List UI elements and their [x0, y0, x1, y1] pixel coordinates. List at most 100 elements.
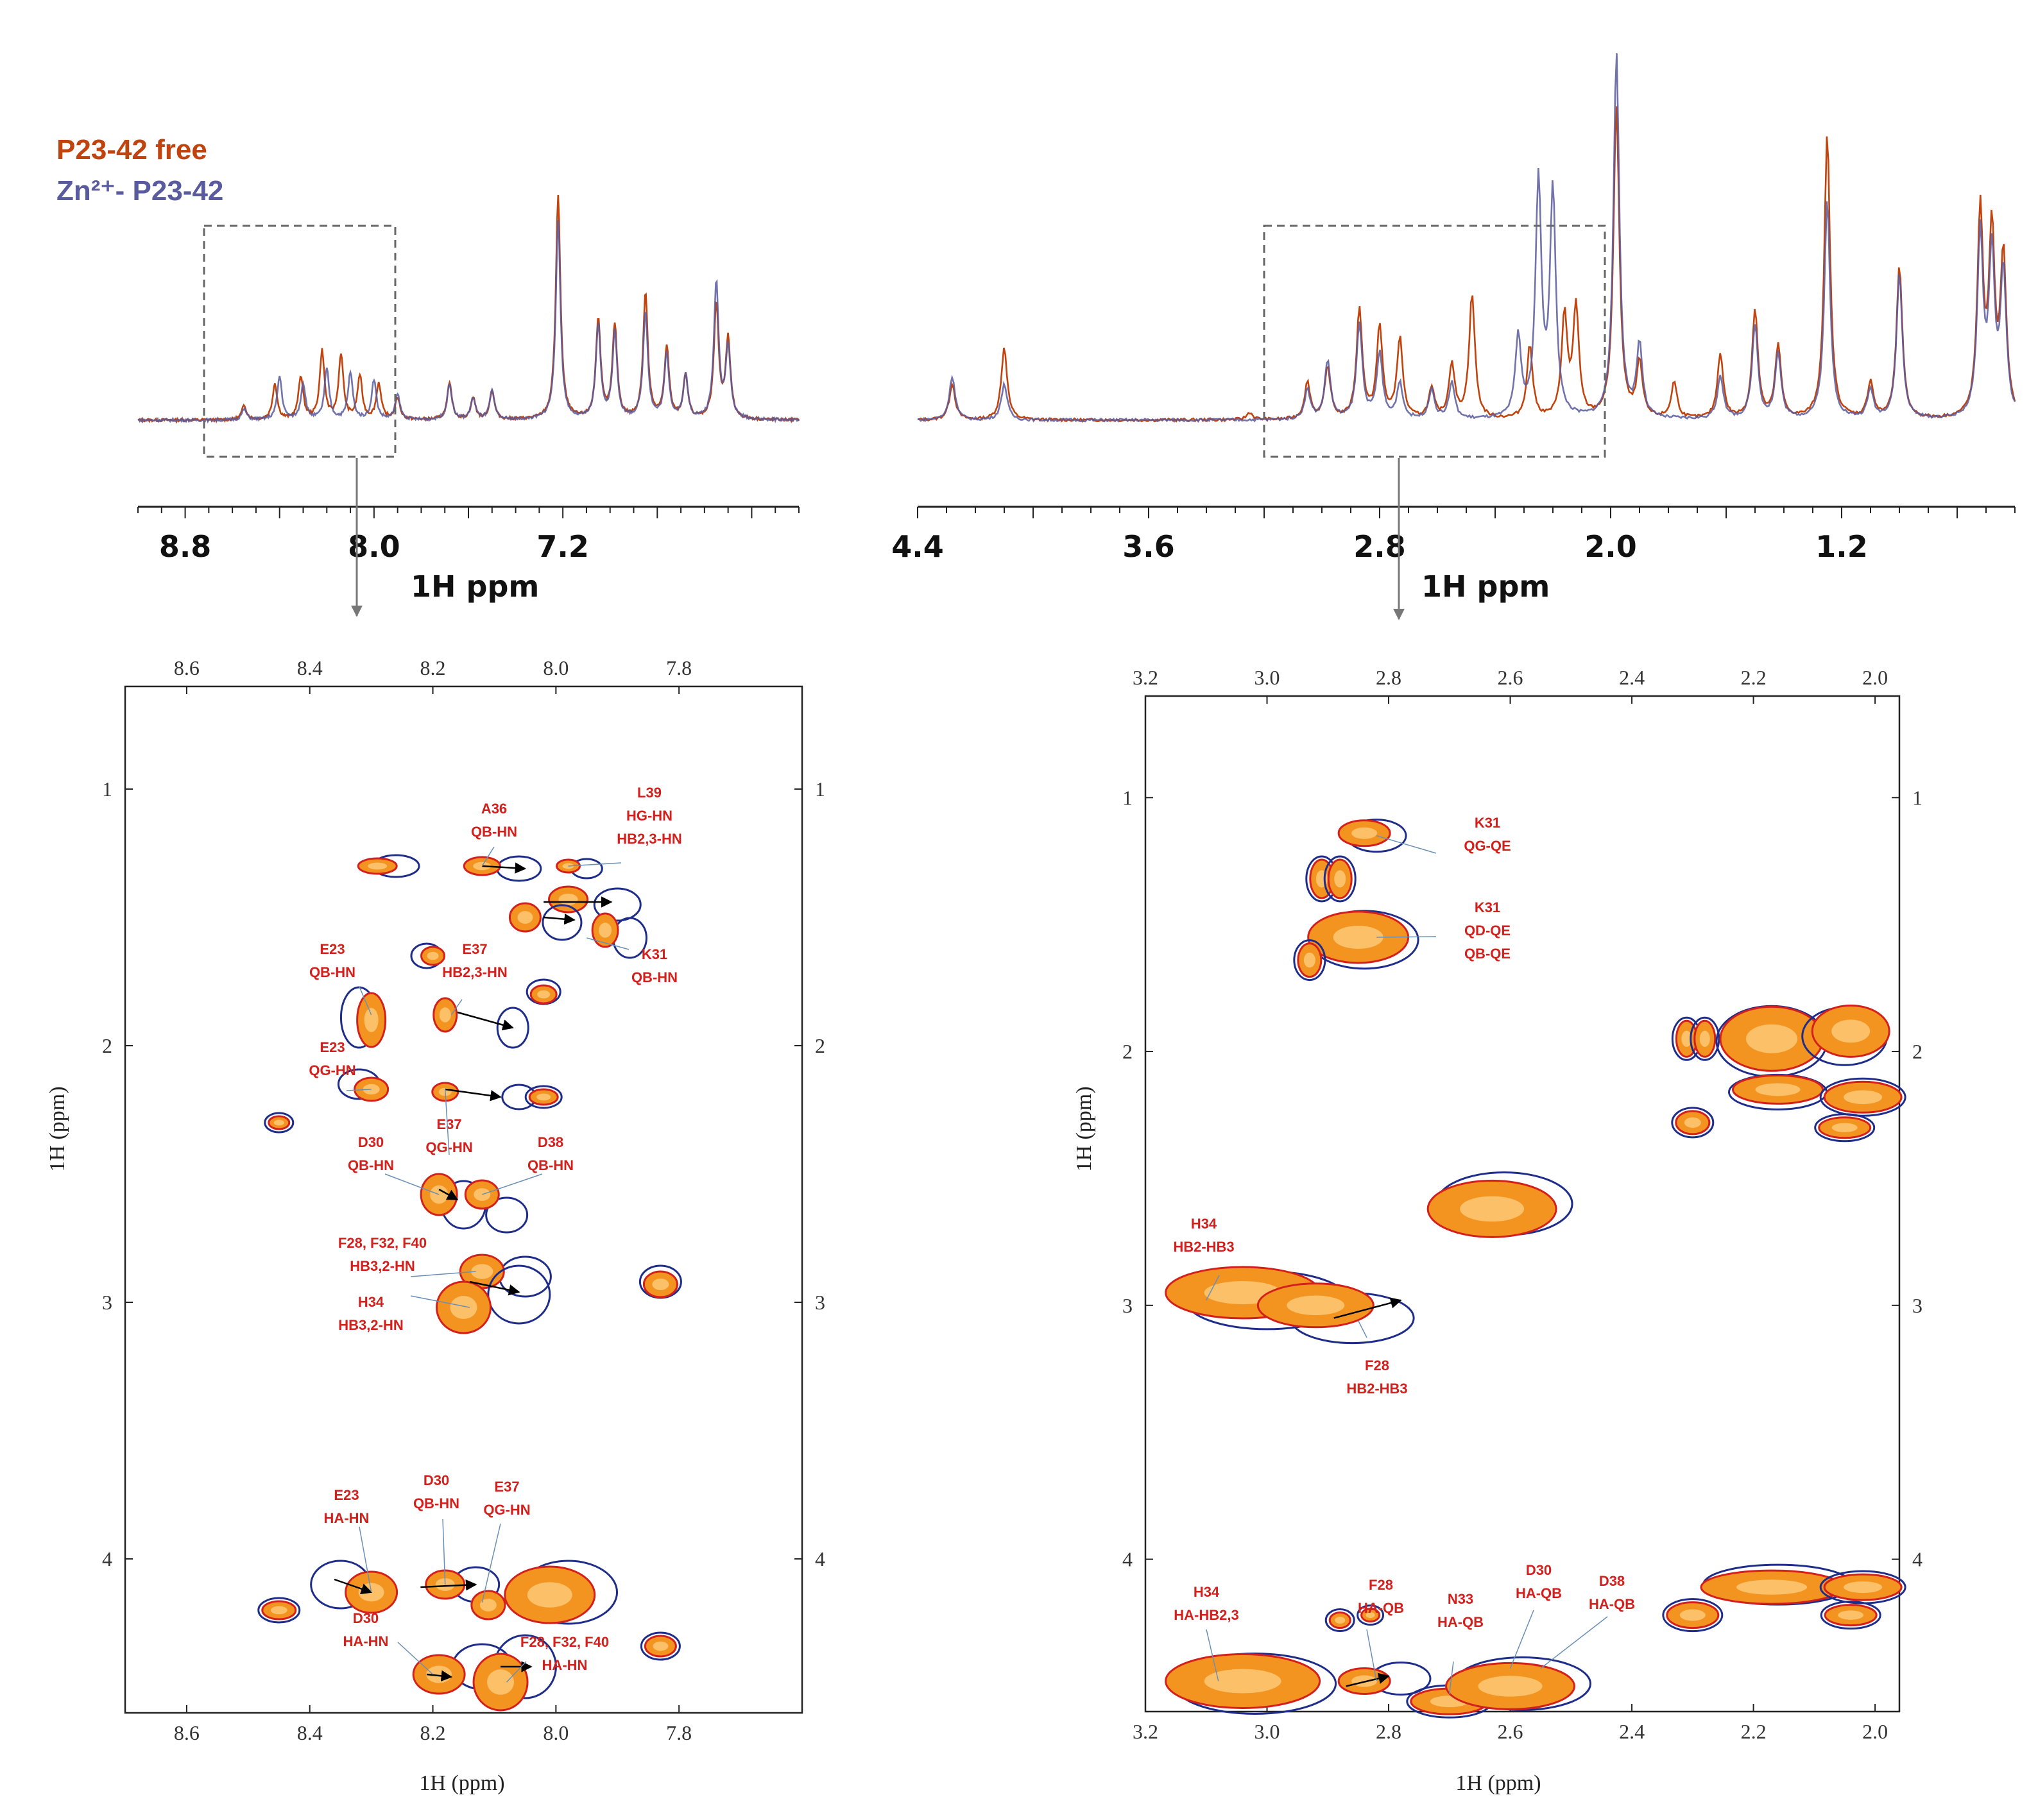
cross-peak-zn — [487, 1264, 551, 1325]
cross-peak-zn — [257, 1597, 301, 1624]
cross-peak-core — [652, 1279, 669, 1290]
label-leader — [397, 1642, 434, 1675]
cross-peak-core — [1684, 1117, 1701, 1128]
x-axis-label-2d-left: 1H (ppm) — [419, 1771, 504, 1795]
cross-peak-core — [1287, 1295, 1345, 1316]
zoom-region-box — [1263, 225, 1606, 458]
cross-peak-core — [599, 923, 612, 938]
x-tick-label-bottom: 8.0 — [543, 1721, 569, 1744]
cross-peak-zn — [542, 904, 583, 941]
x-tick-label-top: 3.0 — [1254, 666, 1280, 689]
x-tick-label-top: 8.2 — [420, 656, 446, 679]
cross-peak-core — [558, 894, 578, 905]
x-tick-label-top: 3.2 — [1133, 666, 1158, 689]
x-tick-label-bottom: 2.4 — [1619, 1720, 1645, 1743]
x-tick-label: 8.8 — [159, 529, 212, 564]
cross-peak-core — [270, 1606, 287, 1615]
shift-arrow — [482, 862, 527, 874]
peak-label: A36 QB-HN — [471, 801, 517, 840]
peak-label: E23 QB-HN — [309, 941, 355, 980]
cross-peak-zn — [1293, 939, 1326, 982]
peak-label: D30 HA-QB — [1516, 1562, 1562, 1601]
y-tick-label-left: 3 — [1122, 1294, 1133, 1317]
x-axis-label-1d-right: 1H ppm — [1421, 569, 1550, 604]
cross-peak-core — [1460, 1196, 1525, 1222]
shift-arrow — [334, 1578, 373, 1595]
label-leader — [568, 862, 622, 867]
cross-peak-core — [1844, 1090, 1883, 1105]
label-leader — [346, 1089, 372, 1091]
cross-peak-core — [1366, 1612, 1375, 1619]
cross-peak-core — [1844, 1581, 1883, 1594]
shift-arrow — [1346, 1672, 1390, 1687]
y-tick-label-right: 4 — [815, 1547, 825, 1570]
peak-label: H34 HB2-HB3 — [1173, 1216, 1234, 1255]
peak-label: D38 HA-QB — [1589, 1573, 1635, 1612]
label-leader — [410, 1295, 470, 1308]
y-tick-label-right: 3 — [815, 1291, 825, 1314]
x-tick-label-top: 8.6 — [174, 656, 200, 679]
cross-peak-core — [1303, 952, 1315, 968]
cross-peak-core — [517, 911, 533, 924]
y-tick-label-left: 4 — [1122, 1548, 1133, 1571]
label-leader — [410, 1271, 476, 1277]
cross-peak-core — [537, 990, 551, 999]
cross-peak-core — [427, 951, 439, 960]
cross-peak-core — [1746, 1024, 1798, 1053]
peak-label: E37 QG-HN — [483, 1479, 530, 1518]
cross-peak-zn — [1819, 1077, 1906, 1117]
peak-label: E23 QG-HN — [309, 1039, 355, 1078]
label-leader — [442, 1518, 446, 1585]
label-leader — [1540, 1616, 1608, 1669]
shift-arrow — [420, 1579, 477, 1591]
x-tick-label: 7.2 — [536, 529, 589, 564]
peak-label: N33 HA-QB — [1437, 1591, 1484, 1630]
cross-peak-core — [1831, 1123, 1858, 1132]
label-leader — [359, 1526, 372, 1593]
shift-arrow — [1333, 1297, 1402, 1319]
cross-peak-core — [1204, 1669, 1281, 1694]
cross-peak-zn — [524, 1085, 563, 1109]
cross-peak-core — [471, 1264, 493, 1279]
shift-arrow — [469, 1280, 520, 1296]
y-tick-label-left: 2 — [1122, 1040, 1133, 1063]
label-leader — [1366, 1629, 1377, 1681]
cross-peak-zn — [1814, 1113, 1876, 1143]
cross-peak-core — [450, 1296, 477, 1319]
cross-peak-zn — [496, 1007, 529, 1049]
y-tick-label-left: 1 — [1122, 786, 1133, 809]
zoom-region-box — [203, 225, 397, 458]
peak-label: F28 HA-QB — [1358, 1577, 1404, 1616]
peak-label: F28, F32, F40 HB3,2-HN — [338, 1235, 427, 1274]
label-leader — [1449, 1661, 1454, 1694]
cross-peak-core — [653, 1641, 669, 1651]
x-tick-label-top: 8.4 — [297, 656, 323, 679]
plot-frame — [124, 685, 803, 1714]
x-tick-label-top: 8.0 — [543, 656, 569, 679]
x-tick-label-top: 2.8 — [1376, 666, 1401, 689]
x-tick-label: 8.0 — [348, 529, 400, 564]
x-tick-label-bottom: 8.4 — [297, 1721, 323, 1744]
cross-peak-core — [479, 1599, 497, 1612]
x-tick-label-bottom: 2.0 — [1862, 1720, 1888, 1743]
x-tick-label: 1.2 — [1815, 529, 1868, 564]
cross-peak-core — [1335, 1617, 1346, 1624]
shift-arrow — [457, 1011, 514, 1031]
y-axis-label-2d-left: 1H (ppm) — [46, 1086, 69, 1171]
peak-label: K31 QG-QE — [1464, 815, 1511, 854]
x-axis-label-1d-left: 1H ppm — [411, 569, 539, 604]
cross-peak-core — [1736, 1579, 1808, 1595]
cross-peak-core — [536, 1093, 551, 1101]
cross-peak-core — [1681, 1030, 1692, 1047]
x-tick-label-bottom: 3.2 — [1133, 1720, 1158, 1743]
cross-peak-core — [1334, 870, 1346, 888]
x-tick-label-top: 7.8 — [666, 656, 692, 679]
x-tick-label-top: 2.4 — [1619, 666, 1645, 689]
peak-label: F28 HB2-HB3 — [1346, 1357, 1407, 1397]
y-tick-label-left: 4 — [102, 1547, 112, 1570]
cross-peak-zn — [640, 1631, 681, 1661]
x-tick-label: 2.0 — [1584, 529, 1637, 564]
y-tick-label-left: 1 — [102, 778, 112, 801]
peak-label: H34 HB3,2-HN — [338, 1294, 403, 1333]
